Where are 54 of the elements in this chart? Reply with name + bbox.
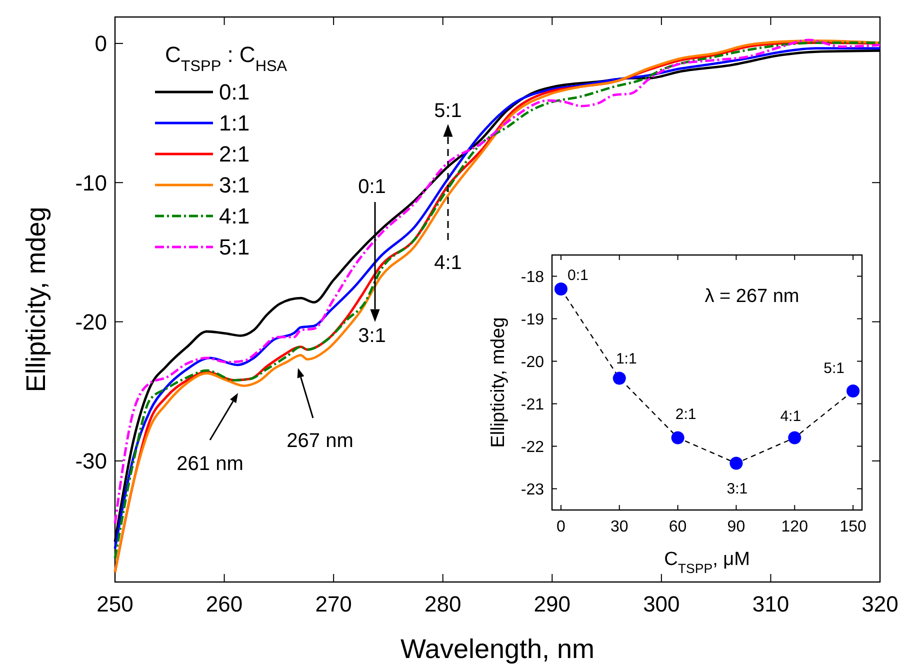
x-tick-label: 60 — [668, 518, 687, 536]
point — [671, 431, 684, 444]
legend-label: 1:1 — [219, 110, 250, 136]
y-axis-title: Ellipticity, mdeg — [488, 317, 509, 448]
x-tick-label: 310 — [752, 592, 790, 617]
y-tick-label: -30 — [75, 448, 107, 474]
point — [788, 431, 802, 444]
point — [554, 282, 568, 296]
legend-label: 4:1 — [219, 204, 250, 229]
annotation: 0:1 — [358, 176, 386, 198]
annotation: 261 nm — [176, 453, 244, 475]
legend-label: 3:1 — [219, 172, 250, 198]
point — [730, 456, 743, 470]
y-tick-label: 0 — [94, 31, 107, 56]
data-label: 2:1 — [675, 406, 696, 423]
annotation: λ = 267 nm — [704, 286, 800, 307]
x-tick-label: 290 — [534, 592, 570, 617]
data-label: 3:1 — [726, 480, 748, 498]
point — [846, 384, 860, 398]
point — [612, 372, 626, 385]
x-tick-label: 270 — [315, 592, 352, 617]
legend-label: 0:1 — [219, 80, 250, 105]
y-tick-label: -21 — [520, 396, 544, 414]
y-tick-label: -10 — [75, 170, 107, 196]
data-label: 5:1 — [824, 360, 844, 377]
x-axis-title: Wavelength, nm — [400, 634, 595, 664]
y-axis-title: Ellipticity, mdeg — [21, 206, 51, 392]
x-tick-label: 0 — [556, 518, 566, 536]
x-tick-label: 260 — [206, 592, 243, 617]
legend-title: C$_{TSPP}$ : C$_{HSA}$ — [165, 42, 288, 74]
legend-label: 5:1 — [219, 234, 250, 260]
x-tick-label: 320 — [862, 592, 898, 617]
legend-label: 2:1 — [219, 142, 250, 167]
y-tick-label: -20 — [75, 309, 107, 334]
y-tick-label: -18 — [520, 268, 544, 286]
x-tick-label: 300 — [643, 592, 680, 617]
annotation: 4:1 — [434, 252, 462, 274]
annotation: 3:1 — [358, 325, 386, 347]
x-tick-label: 30 — [610, 518, 628, 536]
x-tick-label: 90 — [727, 518, 746, 536]
x-tick-label: 150 — [840, 518, 866, 536]
x-tick-label: 120 — [781, 518, 808, 536]
data-label: 0:1 — [568, 267, 588, 284]
y-tick-label: -19 — [520, 311, 544, 328]
data-label: 4:1 — [780, 408, 802, 425]
x-tick-label: 280 — [424, 592, 462, 617]
x-axis-title: C$_{TSPP}$, μM — [664, 549, 750, 576]
annotation: 267 nm — [286, 430, 354, 452]
y-tick-label: -22 — [520, 438, 544, 456]
x-tick-label: 250 — [96, 592, 134, 617]
y-tick-label: -20 — [520, 354, 544, 371]
y-tick-label: -23 — [520, 481, 544, 498]
data-label: 1:1 — [616, 350, 637, 368]
annotation: 5:1 — [434, 100, 462, 122]
